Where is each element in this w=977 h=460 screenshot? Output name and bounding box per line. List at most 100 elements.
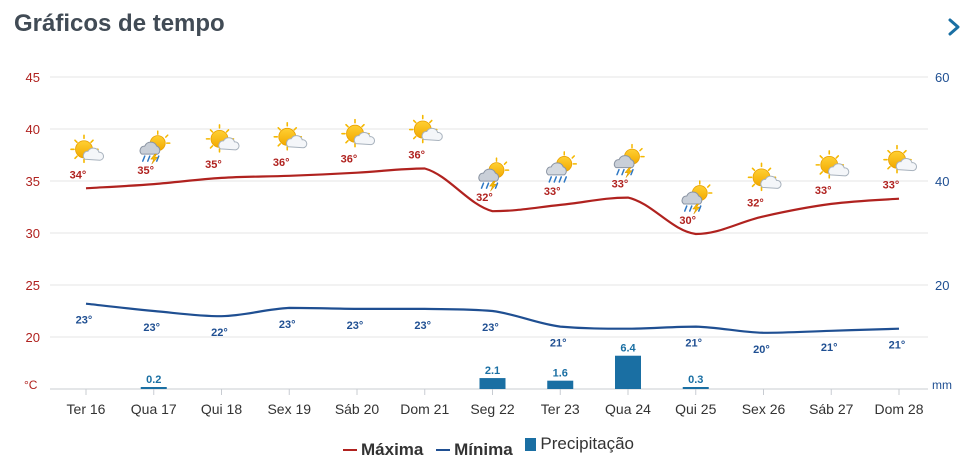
max-point [627, 197, 629, 199]
left-tick-label: 25 [26, 278, 40, 293]
max-point [898, 198, 900, 200]
left-tick-label: 20 [26, 330, 40, 345]
weather-icons [70, 114, 918, 215]
max-temp-label: 36° [273, 157, 290, 169]
x-tick-label: Qua 24 [605, 401, 651, 417]
min-point [695, 326, 697, 328]
min-temp-label: 23° [482, 322, 499, 334]
max-point [559, 204, 561, 206]
min-temp-label: 21° [550, 338, 567, 350]
min-point [559, 326, 561, 328]
precip-label: 0.3 [688, 374, 703, 386]
right-tick-label: 20 [935, 278, 949, 293]
max-point [288, 175, 290, 177]
x-tick-label: Ter 23 [541, 401, 580, 417]
right-tick-label: 60 [935, 70, 949, 85]
x-tick-label: Qui 25 [675, 401, 716, 417]
legend-item-min[interactable]: Mínima [436, 440, 513, 460]
max-point [424, 168, 426, 170]
x-tick-label: Qui 18 [201, 401, 242, 417]
sun-cloud-icon [341, 118, 376, 148]
max-point [763, 215, 765, 217]
x-tick-label: Dom 28 [874, 401, 923, 417]
precip-bar [479, 378, 506, 389]
precip-label: 0.2 [146, 374, 161, 386]
legend-item-max[interactable]: Máxima [343, 440, 423, 460]
min-point [627, 328, 629, 330]
precip-label: 1.6 [553, 368, 568, 380]
precip-label: 6.4 [620, 343, 636, 355]
max-temp-label: 32° [476, 192, 493, 204]
legend-label-precip: Precipitação [540, 434, 634, 453]
right-axis-unit: mm [932, 378, 952, 392]
max-temp-label: 33° [815, 185, 832, 197]
series-line-max [85, 167, 900, 236]
left-axis-unit: °C [24, 378, 38, 392]
x-tick-label: Sex 19 [267, 401, 311, 417]
precip-bar [682, 387, 709, 389]
min-temp-label: 21° [889, 340, 906, 352]
left-tick-label: 45 [26, 70, 40, 85]
max-temp-label: 33° [612, 179, 629, 191]
x-tick-label: Sáb 20 [335, 401, 380, 417]
temperature-lines [85, 167, 900, 334]
min-temp-label: 23° [279, 319, 296, 331]
page-title: Gráficos de tempo [14, 10, 225, 37]
sun-cloud-icon [815, 150, 850, 179]
min-temp-label: 23° [143, 322, 160, 334]
min-temp-label: 23° [347, 320, 364, 332]
max-point [153, 183, 155, 185]
max-point [356, 172, 358, 174]
legend-swatch-max [343, 448, 358, 451]
x-tick-label: Qua 17 [131, 401, 177, 417]
max-temp-label: 35° [205, 159, 222, 171]
precip-bar [547, 380, 574, 389]
left-tick-label: 30 [26, 226, 40, 241]
thunderstorm-icon [681, 180, 713, 215]
legend-swatch-precip [525, 437, 537, 451]
min-temp-label: 22° [211, 327, 228, 339]
x-tick-label: Seg 22 [470, 401, 515, 417]
max-point [830, 203, 832, 205]
min-point [424, 308, 426, 310]
min-temp-label: 21° [821, 342, 838, 354]
precip-label: 2.1 [485, 365, 500, 377]
min-temp-label: 20° [753, 344, 770, 356]
max-temp-label: 35° [137, 165, 154, 177]
min-temp-label: 23° [414, 320, 431, 332]
sun-cloud-icon [883, 144, 918, 174]
min-point [153, 310, 155, 312]
sun-cloud-icon [273, 122, 308, 151]
min-point [492, 310, 494, 312]
thunderstorm-icon [613, 143, 645, 179]
series-line-min [85, 302, 900, 334]
sun-cloud-icon [70, 134, 105, 164]
max-temp-label: 34° [70, 169, 87, 181]
x-tick-label: Sáb 27 [809, 401, 854, 417]
x-tick-label: Sex 26 [742, 401, 786, 417]
precip-bar [615, 355, 641, 389]
max-temp-label: 36° [341, 154, 358, 166]
legend: Máxima Mínima Precipitação [0, 434, 977, 460]
thunderstorm-icon [139, 130, 171, 165]
min-point [898, 328, 900, 330]
max-point [492, 210, 494, 212]
max-point [695, 233, 697, 235]
max-temp-label: 30° [679, 215, 696, 227]
precip-bar [140, 387, 167, 389]
max-temp-label: 36° [408, 150, 425, 162]
max-temp-label: 33° [544, 186, 561, 198]
legend-item-precip[interactable]: Precipitação [525, 434, 634, 454]
max-point [221, 177, 223, 179]
max-point [85, 187, 87, 189]
min-point [288, 307, 290, 309]
x-tick-label: Ter 16 [67, 401, 106, 417]
chevron-right-icon[interactable] [943, 14, 965, 40]
precipitation-bars [140, 355, 709, 389]
thunderstorm-icon [478, 157, 510, 192]
min-temp-label: 23° [76, 315, 93, 327]
min-temp-label: 21° [685, 338, 702, 350]
sun-cloud-icon [747, 162, 782, 192]
